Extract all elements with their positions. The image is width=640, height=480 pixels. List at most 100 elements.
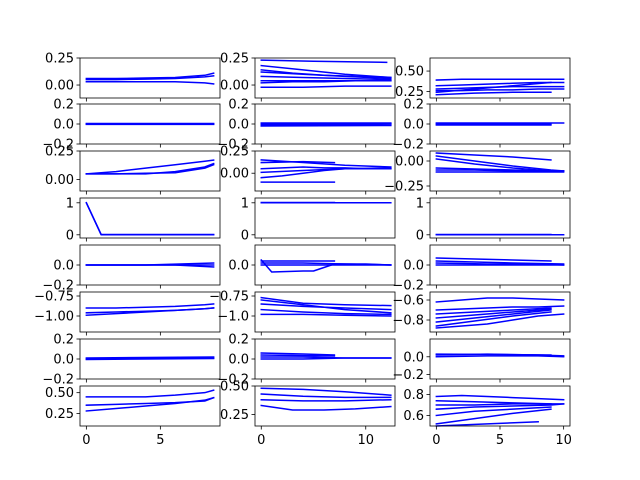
axes-frame-r8-c1 xyxy=(79,385,221,427)
series-line-r8-c3-1 xyxy=(435,394,565,401)
ytick-label-r1-c3-1: 0.25 xyxy=(395,85,424,100)
subplot-r7-c3: −0.2 0.0 xyxy=(392,338,571,383)
series-line-r8-c2-1 xyxy=(260,387,392,396)
series-line-r3-c2-6 xyxy=(260,159,392,168)
subplot-r5-c1: −0.2 0.0 xyxy=(42,244,221,294)
xtick-label-c2-2: 10 xyxy=(357,433,374,448)
series-line-r1-c3-6 xyxy=(435,81,552,94)
subplot-r1-c3: 0.25 0.50 xyxy=(395,57,571,102)
ytick-label-r4-c2-1: 0 xyxy=(241,228,249,243)
ytick-label-r3-c3-2: 0.00 xyxy=(395,155,424,170)
ytick-label-r6-c1-2: −0.75 xyxy=(34,290,74,305)
series-line-r2-c2-4 xyxy=(260,124,392,127)
ytick-label-r2-c2-2: 0.0 xyxy=(228,118,249,133)
subplot-r3-c1: 0.00 0.25 xyxy=(45,145,221,195)
ytick-label-r6-c3-2: −0.6 xyxy=(392,294,424,309)
ytick-label-r8-c1-2: 0.50 xyxy=(45,386,74,401)
series-line-r1-c2-7 xyxy=(260,69,392,79)
ytick-label-r5-c3-1: −0.2 xyxy=(392,279,424,294)
subplot-r1-c1: 0.00 0.25 xyxy=(45,52,221,102)
ytick-label-r5-c1-1: −0.2 xyxy=(42,279,74,294)
subplot-r8-c3: 0.6 0.8 0 5 10 xyxy=(403,385,572,448)
series-line-r3-c1-1 xyxy=(85,159,215,175)
ytick-label-r8-c3-1: 0.6 xyxy=(403,409,424,424)
ytick-label-r2-c1-2: 0.0 xyxy=(53,118,74,133)
series-line-r7-c3-3 xyxy=(435,353,552,356)
axes-frame-r4-c1 xyxy=(79,197,221,239)
series-line-r1-c2-4 xyxy=(260,75,392,81)
series-line-r6-c3-5 xyxy=(435,309,552,323)
ytick-label-r6-c2-1: −1.0 xyxy=(217,310,249,325)
ytick-label-r8-c2-1: 0.25 xyxy=(220,408,249,423)
ytick-label-r7-c1-1: −0.2 xyxy=(42,373,74,388)
ytick-label-r4-c3-2: 1 xyxy=(416,196,424,211)
series-line-r7-c2-4 xyxy=(260,354,336,357)
ytick-label-r5-c3-2: 0.0 xyxy=(403,259,424,274)
series-line-r1-c2-1 xyxy=(260,59,388,64)
xtick-label-c1-2: 5 xyxy=(156,433,164,448)
ytick-label-r5-c2-1: 0.0 xyxy=(228,259,249,274)
axes-frame-r8-c2 xyxy=(254,385,396,427)
ytick-label-r1-c2-1: 0.00 xyxy=(220,79,249,94)
subplot-r4-c3: 01 xyxy=(416,196,571,243)
series-line-r3-c3-5 xyxy=(435,169,565,172)
series-line-r6-c3-3 xyxy=(435,307,552,315)
subplot-r7-c1: −0.2 0.0 0.2 xyxy=(42,333,221,388)
ytick-label-r6-c1-1: −1.00 xyxy=(34,310,74,325)
subplot-r4-c1: 01 xyxy=(66,196,221,243)
series-line-r6-c3-2 xyxy=(435,305,565,311)
series-line-r7-c1-3 xyxy=(85,357,215,361)
series-line-r1-c2-2 xyxy=(260,64,392,79)
ytick-label-r7-c3-1: −0.2 xyxy=(392,368,424,383)
series-line-r7-c2-3 xyxy=(260,357,392,360)
subplot-r1-c2: 0.00 0.25 xyxy=(220,52,396,102)
ytick-label-r3-c1-2: 0.25 xyxy=(45,145,74,160)
series-line-r6-c2-4 xyxy=(260,313,392,317)
xtick-label-c3-1: 0 xyxy=(432,433,440,448)
ytick-label-r4-c3-1: 0 xyxy=(416,228,424,243)
axes-frame-r1-c2 xyxy=(254,57,396,99)
series-line-r6-c2-3 xyxy=(260,308,392,316)
series-line-r8-c2-3 xyxy=(260,404,392,411)
ytick-label-r3-c3-1: −0.25 xyxy=(384,180,424,195)
series-line-r8-c3-6 xyxy=(435,408,552,425)
ytick-label-r7-c2-2: 0.0 xyxy=(228,353,249,368)
ytick-label-r1-c1-2: 0.25 xyxy=(45,52,74,67)
xtick-label-c2-1: 0 xyxy=(257,433,265,448)
ytick-label-r8-c1-1: 0.25 xyxy=(45,407,74,422)
series-line-r3-c1-3 xyxy=(85,163,215,175)
axes-frame-r6-c1 xyxy=(79,291,221,333)
ytick-label-r4-c2-2: 1 xyxy=(241,196,249,211)
ytick-label-r8-c3-2: 0.8 xyxy=(403,388,424,403)
series-line-r1-c2-8 xyxy=(260,79,392,84)
axes-frame-r3-c2 xyxy=(254,150,396,192)
ytick-label-r2-c1-3: 0.2 xyxy=(53,98,74,113)
axes-frame-r4-c2 xyxy=(254,197,396,239)
ytick-label-r2-c3-3: 0.2 xyxy=(403,98,424,113)
subplot-r3-c2: 0.00 0.25 xyxy=(220,145,396,195)
ytick-label-r7-c3-2: 0.0 xyxy=(403,350,424,365)
subplot-r7-c2: −0.2 0.0 0.2 xyxy=(217,333,396,388)
series-line-r5-c3-1 xyxy=(435,257,552,262)
ytick-label-r4-c1-1: 0 xyxy=(66,228,74,243)
ytick-label-r4-c1-2: 1 xyxy=(66,196,74,211)
ytick-label-r2-c1-1: −0.2 xyxy=(42,138,74,153)
series-line-r1-c1-3 xyxy=(85,81,215,85)
ytick-label-r2-c3-1: −0.2 xyxy=(392,138,424,153)
subplot-r4-c2: 01 xyxy=(241,196,396,243)
ytick-label-r6-c3-1: −0.8 xyxy=(392,314,424,329)
subplot-r3-c3: −0.25 0.00 xyxy=(384,150,571,195)
series-line-r3-c2-5 xyxy=(260,167,392,174)
xtick-label-c1-1: 0 xyxy=(82,433,90,448)
ytick-label-r1-c3-2: 0.50 xyxy=(395,65,424,80)
series-line-r8-c3-7 xyxy=(435,421,539,427)
ytick-label-r7-c2-3: 0.2 xyxy=(228,333,249,348)
series-line-r3-c2-3 xyxy=(260,160,336,164)
series-line-r6-c3-4 xyxy=(435,308,552,319)
series-line-r6-c1-3 xyxy=(85,307,215,316)
series-line-r8-c1-1 xyxy=(85,389,215,398)
series-line-r6-c3-7 xyxy=(435,313,565,329)
series-line-r1-c3-1 xyxy=(435,78,565,81)
xtick-label-c3-3: 10 xyxy=(555,433,572,448)
subplot-r6-c1: −1.00 −0.75 xyxy=(34,290,221,336)
